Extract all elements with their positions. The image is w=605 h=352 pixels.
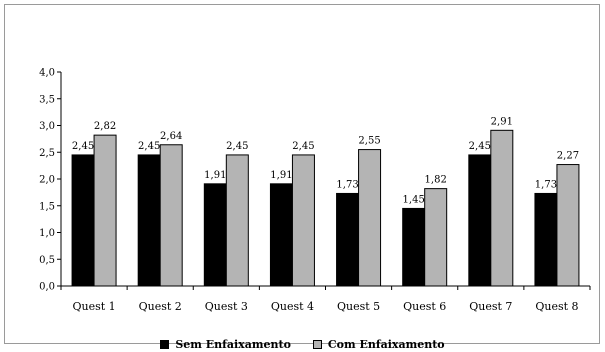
data-label: 2,45	[72, 141, 94, 152]
legend-item-com-enfaixamento: Com Enfaixamento	[312, 337, 445, 351]
x-tick-label: Quest 2	[139, 300, 182, 313]
y-tick-label: 2,5	[39, 148, 55, 159]
y-tick-label: 2,0	[39, 175, 55, 186]
bar-sem-enfaixamento	[336, 192, 360, 287]
legend-label-sem-enfaixamento: Sem Enfaixamento	[175, 337, 291, 351]
bar-com-enfaixamento	[93, 134, 117, 287]
y-tick-label: 1,5	[39, 201, 55, 212]
bar-com-enfaixamento	[556, 164, 580, 287]
bar-sem-enfaixamento	[203, 183, 227, 287]
x-tick-label: Quest 3	[205, 300, 248, 313]
y-tick-label: 0,5	[39, 255, 55, 266]
legend-item-sem-enfaixamento: Sem Enfaixamento	[160, 338, 291, 351]
bar-com-enfaixamento	[291, 154, 315, 287]
data-label: 1,45	[403, 194, 425, 205]
legend: Sem Enfaixamento Com Enfaixamento	[0, 336, 605, 352]
bar-sem-enfaixamento	[269, 183, 293, 287]
x-tick-label: Quest 7	[469, 300, 512, 313]
y-tick-label: 1,0	[39, 228, 55, 239]
data-label: 1,73	[336, 179, 358, 190]
data-label: 2,55	[358, 136, 380, 147]
x-tick-label: Quest 8	[535, 300, 578, 313]
data-label: 2,64	[160, 131, 182, 142]
y-tick-label: 0,0	[39, 282, 55, 293]
bar-com-enfaixamento	[159, 144, 183, 287]
y-tick-label: 3,5	[39, 94, 55, 105]
legend-swatch-com-enfaixamento	[312, 339, 322, 349]
data-label: 2,27	[557, 151, 579, 162]
data-label: 2,82	[94, 121, 116, 132]
x-axis: Quest 1 Quest 2 Quest 3 Quest 4 Quest 5 Quest…	[60, 285, 591, 313]
legend-swatch-sem-enfaixamento	[160, 339, 170, 349]
x-tick-label: Quest 5	[337, 300, 380, 313]
data-label: 1,91	[270, 170, 292, 181]
bar-chart: 0,00,51,01,52,02,53,03,54,0 2,452,822,45…	[39, 68, 591, 313]
y-axis: 0,0 0,5 1,0 1,5 2,0 2,5 3,0 3,5 4,0	[39, 68, 62, 293]
y-tick-label: 4,0	[39, 68, 55, 79]
bar-sem-enfaixamento	[137, 154, 161, 287]
bar-com-enfaixamento	[358, 149, 382, 287]
bar-com-enfaixamento	[424, 188, 448, 287]
data-label: 2,45	[292, 141, 314, 152]
data-label: 1,82	[425, 175, 447, 186]
bar-sem-enfaixamento	[534, 192, 558, 287]
x-tick-label: Quest 6	[403, 300, 446, 313]
legend-label-com-enfaixamento: Com Enfaixamento	[327, 337, 445, 351]
x-tick-label: Quest 1	[72, 300, 115, 313]
bar-sem-enfaixamento	[468, 154, 492, 287]
bar-com-enfaixamento	[490, 129, 514, 287]
data-labels: 2,452,822,452,641,912,451,912,451,732,55…	[72, 116, 579, 205]
bar-com-enfaixamento	[225, 154, 249, 287]
y-tick-label: 3,0	[39, 121, 55, 132]
x-tick-label: Quest 4	[271, 300, 314, 313]
bars	[71, 129, 580, 287]
data-label: 2,45	[138, 141, 160, 152]
bar-sem-enfaixamento	[71, 154, 95, 287]
data-label: 2,45	[226, 141, 248, 152]
data-label: 1,91	[204, 170, 226, 181]
data-label: 2,45	[469, 141, 491, 152]
bar-sem-enfaixamento	[402, 207, 426, 287]
data-label: 1,73	[535, 179, 557, 190]
data-label: 2,91	[491, 116, 513, 127]
